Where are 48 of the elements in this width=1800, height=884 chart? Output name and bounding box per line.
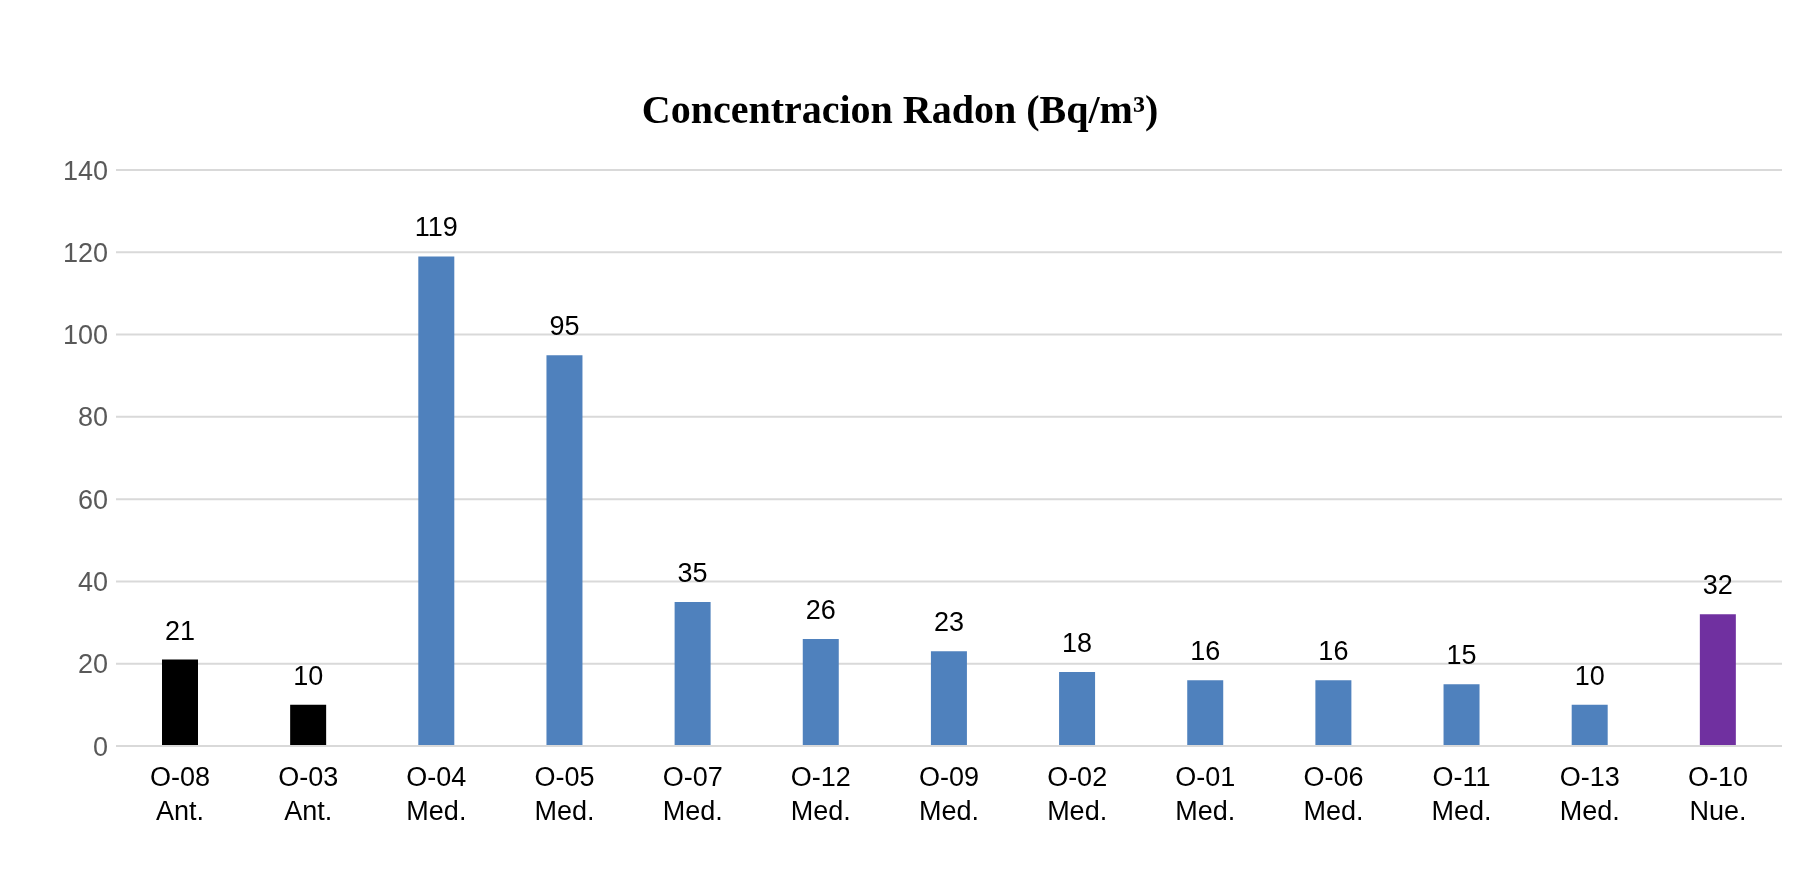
- y-tick-label: 140: [62, 155, 108, 186]
- bar: [290, 704, 327, 746]
- bar: [162, 659, 198, 746]
- bar: [802, 639, 839, 746]
- bar: [1187, 680, 1224, 746]
- data-label: 32: [1702, 570, 1733, 601]
- data-label: 95: [549, 311, 580, 342]
- x-tick-label: O-12 Med.: [790, 762, 851, 826]
- data-label: 35: [677, 558, 708, 588]
- y-tick-label: 40: [77, 567, 108, 598]
- x-tick-label: O-04 Med.: [406, 762, 467, 826]
- y-tick-label: 20: [77, 649, 108, 680]
- bar: [1059, 671, 1096, 746]
- x-tick-label: O-01 Med.: [1175, 762, 1236, 826]
- data-label: 15: [1446, 640, 1477, 671]
- y-tick-label: 120: [62, 237, 108, 268]
- x-tick-label: O-02 Med.: [1047, 762, 1108, 826]
- data-label: 10: [293, 660, 324, 691]
- chart-title: Concentracion Radon (Bq/m³): [640, 86, 1160, 133]
- bar: [418, 256, 455, 746]
- data-label: 10: [1574, 660, 1605, 691]
- x-tick-label: O-08 Ant.: [150, 762, 211, 826]
- y-tick-label: 60: [77, 484, 108, 515]
- x-tick-label: O-05 Med.: [534, 762, 595, 826]
- y-tick-label: 0: [92, 731, 108, 762]
- y-tick-label: 100: [62, 320, 108, 351]
- x-tick-label: O-09 Med.: [918, 762, 980, 826]
- data-label: 119: [414, 212, 458, 243]
- data-label: 16: [1190, 636, 1221, 667]
- data-label: 16: [1318, 636, 1349, 667]
- bar: [546, 355, 583, 746]
- x-tick-label: O-06 Med.: [1303, 762, 1364, 826]
- x-tick-label: O-13 Med.: [1559, 762, 1620, 826]
- x-tick-label: O-07 Med.: [662, 762, 723, 826]
- data-label: 23: [933, 607, 964, 638]
- bar: [1443, 684, 1480, 746]
- bar: [1571, 704, 1608, 746]
- x-tick-label: O-11 Med.: [1431, 762, 1492, 826]
- bar: [1315, 680, 1352, 746]
- x-tick-label: O-10 Nue.: [1687, 762, 1748, 826]
- bar: [930, 651, 967, 746]
- bar: [674, 602, 711, 746]
- data-label: 21: [164, 615, 196, 646]
- bar: [1699, 614, 1736, 746]
- y-tick-label: 80: [77, 402, 108, 433]
- data-label: 18: [1062, 627, 1093, 658]
- x-tick-label: O-03 Ant.: [278, 762, 339, 826]
- data-label: 26: [805, 595, 836, 626]
